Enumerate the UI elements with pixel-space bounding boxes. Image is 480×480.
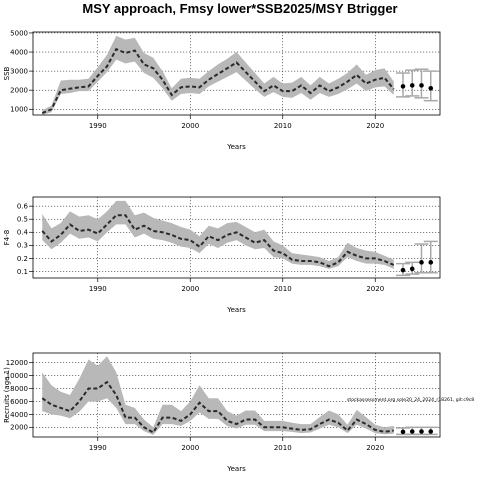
recruits-y-tick-label: 2000: [10, 424, 28, 432]
f-y-tick-label: 0.5: [17, 216, 28, 224]
recruits-forecast-point: [400, 429, 406, 435]
ssb-y-axis-label: SSB: [3, 66, 11, 80]
f-confidence-band: [42, 200, 394, 269]
recruits-median-line: [41, 380, 394, 434]
ssb-forecast-point: [409, 83, 415, 88]
f-x-tick-label: 2020: [366, 285, 384, 293]
f-y-tick-label: 0.6: [17, 203, 29, 211]
ssb-x-tick-label: 2000: [181, 122, 199, 130]
ssb-plot-frame: [32, 31, 441, 116]
ssb-forecast-point: [400, 84, 406, 89]
recruits-confidence-band: [42, 356, 394, 436]
f-forecast-point: [409, 266, 415, 272]
ssb-y-tick-label: 3000: [10, 68, 28, 76]
ssb-x-axis-label: Years: [226, 143, 246, 151]
recruits-y-axis-label: Recruits (age 1): [3, 367, 11, 423]
f-x-tick-label: 2010: [274, 285, 292, 293]
recruits-y-tick-label: 4000: [10, 411, 28, 419]
panel-recruits: 1990 2000 2010 2020 2000 4000 6000 8000 10000 120…: [3, 352, 441, 473]
f-median-line: [41, 214, 395, 268]
f-forecast-point: [419, 260, 424, 265]
f-x-tick-label: 2000: [181, 285, 199, 293]
ssb-y-tick-label: 5000: [10, 29, 28, 37]
ssb-x-tick-label: 1990: [89, 122, 107, 130]
panel-fishing-mortality: 1990 2000 2010 2020 0.1 0.2 0.3 0.4 0.5 0.6 Years F…: [3, 196, 441, 314]
f-plot-frame: [32, 196, 441, 279]
recruits-x-axis-label: Years: [226, 465, 246, 473]
ssb-forecast-point: [419, 83, 424, 88]
ssb-y-tick-label: 2000: [10, 87, 28, 95]
ssb-x-tick-label: 2010: [274, 122, 292, 130]
recruits-x-tick-label: 2010: [274, 444, 292, 452]
ssb-x-tick-label: 2020: [366, 122, 384, 130]
f-x-tick-label: 1990: [89, 285, 107, 293]
ssb-confidence-band: [42, 35, 394, 115]
f-y-tick-label: 0.3: [17, 242, 28, 250]
f-y-tick-label: 0.4: [17, 229, 29, 237]
recruits-y-tick-label: 8000: [10, 385, 28, 393]
recruits-forecast-point: [409, 429, 415, 434]
panel-ssb: 1990 2000 2010 2020 1000 2000 3000 4000 5000 Year…: [3, 29, 441, 151]
f-y-tick-label: 0.1: [17, 268, 28, 276]
source-note: stockassessment.org sole20_24_2024_r1826…: [347, 397, 474, 403]
recruits-plot-frame: [32, 352, 441, 438]
chart-title: MSY approach, Fmsy lower*SSB2025/MSY Btr…: [82, 1, 397, 16]
f-x-axis-label: Years: [226, 306, 246, 314]
ssb-y-tick-label: 4000: [10, 48, 28, 56]
ssb-forecast-point: [428, 85, 434, 91]
f-forecast-point: [428, 260, 434, 265]
recruits-y-tick-label: 6000: [10, 398, 28, 406]
recruits-x-tick-label: 1990: [89, 444, 107, 452]
recruits-forecast-point: [428, 429, 434, 434]
recruits-x-tick-label: 2020: [366, 444, 384, 452]
recruits-y-tick-label: 10000: [6, 372, 28, 380]
recruits-y-tick-label: 12000: [6, 359, 28, 367]
f-y-tick-label: 0.2: [17, 255, 28, 263]
f-y-axis-label: F4-8: [3, 230, 11, 245]
recruits-forecast-point: [419, 429, 424, 434]
f-forecast-point: [400, 267, 406, 273]
ssb-y-tick-label: 1000: [10, 106, 28, 114]
recruits-x-tick-label: 2000: [181, 444, 199, 452]
